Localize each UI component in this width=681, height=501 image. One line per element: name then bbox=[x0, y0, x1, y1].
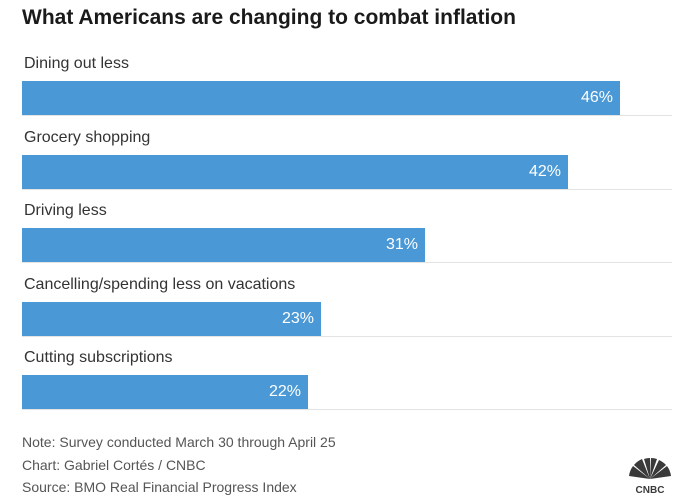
bar-row: 22% bbox=[22, 375, 672, 410]
bar-row: 46% bbox=[22, 81, 672, 116]
footer-credit: Chart: Gabriel Cortés / CNBC bbox=[22, 457, 206, 473]
bar: 31% bbox=[22, 228, 425, 262]
cnbc-logo: CNBC bbox=[629, 458, 671, 495]
bar-value-label: 22% bbox=[268, 383, 301, 400]
category-label: Grocery shopping bbox=[24, 128, 151, 146]
bar-value-label: 23% bbox=[281, 309, 314, 327]
category-label: Cutting subscriptions bbox=[24, 349, 173, 366]
chart-title: What Americans are changing to combat in… bbox=[22, 6, 516, 29]
logo-text: CNBC bbox=[636, 485, 665, 495]
footer-source: Source: BMO Real Financial Progress Inde… bbox=[22, 479, 297, 495]
bar-value-label: 46% bbox=[580, 89, 613, 106]
bar-value-label: 31% bbox=[385, 236, 418, 253]
bar-chart: Dining out less 46% Grocery shopping 42% Dri… bbox=[22, 55, 672, 410]
category-label: Cancelling/spending less on vacations bbox=[24, 275, 296, 293]
bar-row: 31% bbox=[22, 228, 672, 263]
bar-row: 42% bbox=[22, 154, 672, 190]
footer-note: Note: Survey conducted March 30 through … bbox=[22, 434, 336, 450]
bar: 22% bbox=[22, 375, 308, 409]
peacock-icon bbox=[629, 458, 671, 479]
bar: 23% bbox=[22, 301, 321, 336]
category-label: Driving less bbox=[24, 202, 107, 219]
bar-row: 23% bbox=[22, 301, 672, 337]
category-label: Dining out less bbox=[24, 55, 129, 72]
bar: 46% bbox=[22, 81, 620, 115]
bar: 42% bbox=[22, 154, 568, 189]
bar-value-label: 42% bbox=[528, 162, 561, 180]
